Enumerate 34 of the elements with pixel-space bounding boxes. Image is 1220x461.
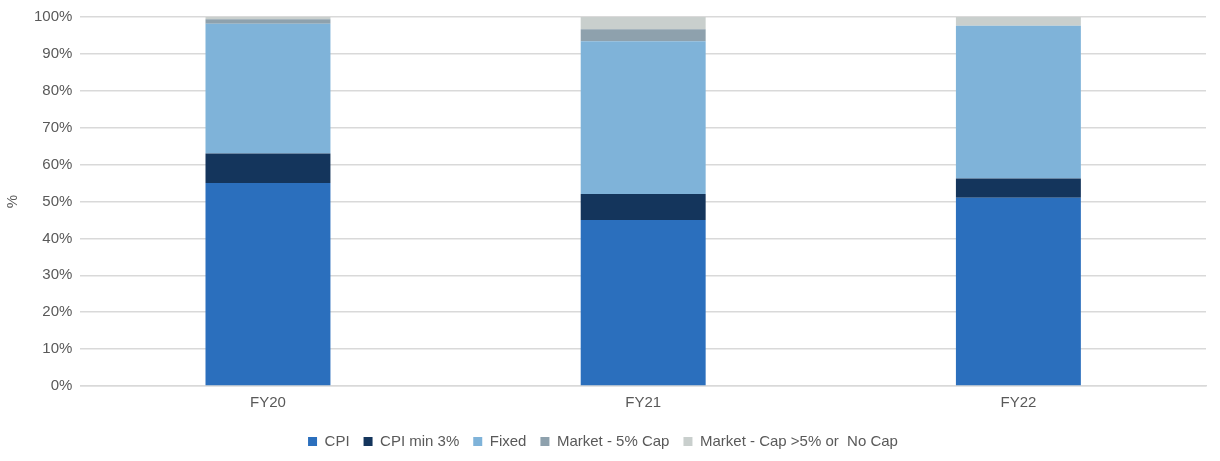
y-tick-label: 30% bbox=[42, 265, 73, 283]
y-tick-label: 40% bbox=[42, 228, 73, 246]
bar bbox=[205, 183, 331, 386]
x-tick-label: FY21 bbox=[625, 393, 662, 411]
bar bbox=[955, 25, 1081, 179]
y-tick-label: 0% bbox=[50, 376, 73, 394]
y-axis-title: % bbox=[3, 194, 21, 209]
legend-label: CPI bbox=[324, 431, 350, 449]
legend-label: Market - Cap >5% or No Cap bbox=[699, 431, 898, 449]
y-tick-label: 80% bbox=[42, 80, 73, 98]
bar bbox=[955, 197, 1081, 386]
bar bbox=[205, 153, 331, 184]
y-tick-label: 70% bbox=[42, 117, 73, 135]
y-tick-label: 10% bbox=[42, 339, 73, 357]
legend-label: Fixed bbox=[489, 431, 527, 449]
legend-label: Market - 5% Cap bbox=[556, 431, 670, 449]
y-tick-label: 100% bbox=[33, 7, 73, 25]
y-tick-label: 60% bbox=[42, 154, 73, 172]
bar bbox=[580, 41, 706, 195]
bar bbox=[955, 178, 1081, 198]
x-tick-label: FY22 bbox=[1000, 393, 1037, 411]
legend-label: CPI min 3% bbox=[380, 431, 460, 449]
y-tick-label: 50% bbox=[42, 191, 73, 209]
bar bbox=[955, 17, 1081, 26]
y-tick-label: 20% bbox=[42, 302, 73, 320]
bar bbox=[205, 23, 331, 154]
bar bbox=[580, 17, 706, 30]
bar bbox=[205, 17, 331, 20]
bar bbox=[580, 29, 706, 42]
x-tick-label: FY20 bbox=[250, 393, 286, 411]
y-tick-label: 90% bbox=[42, 44, 73, 62]
bar bbox=[580, 219, 706, 386]
bar bbox=[205, 19, 331, 24]
bar bbox=[580, 194, 706, 220]
